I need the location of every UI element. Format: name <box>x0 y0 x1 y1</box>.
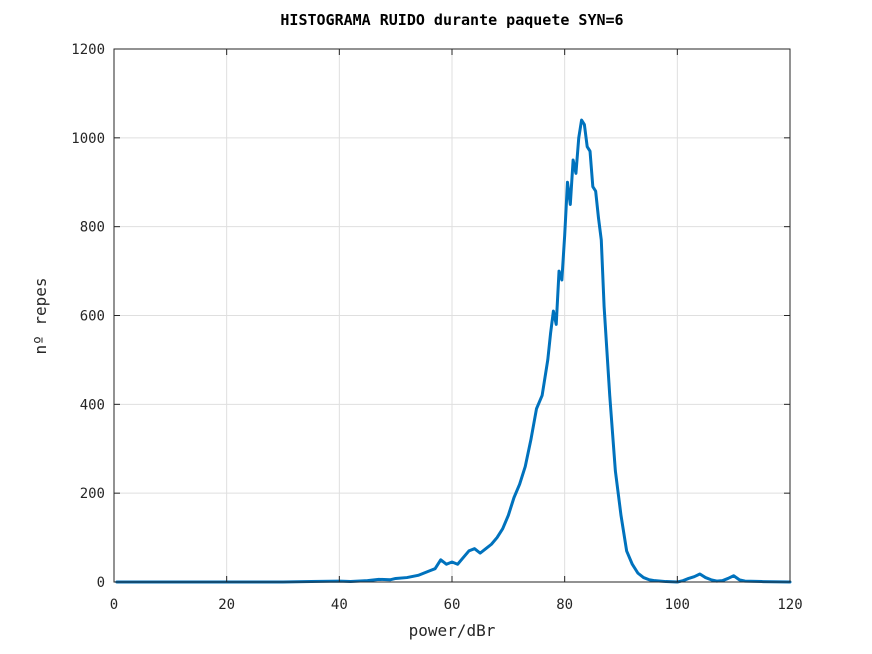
x-tick-label: 60 <box>444 597 461 613</box>
series-line <box>115 118 792 584</box>
x-axis-label: power/dBr <box>409 621 496 640</box>
y-tick-label: 600 <box>80 309 105 325</box>
y-tick-label: 200 <box>80 486 105 502</box>
y-tick-label: 400 <box>80 397 105 413</box>
x-tick-label: 80 <box>556 597 573 613</box>
x-tick-label: 20 <box>218 597 235 613</box>
y-tick-label: 1200 <box>71 42 105 58</box>
chart-title: HISTOGRAMA RUIDO durante paquete SYN=6 <box>280 11 623 29</box>
x-tick-label: 40 <box>331 597 348 613</box>
x-tick-label: 100 <box>665 597 690 613</box>
y-tick-label: 0 <box>97 575 105 591</box>
series-group <box>115 118 792 584</box>
y-axis-label: nº repes <box>31 277 50 354</box>
x-tick-label: 0 <box>110 597 118 613</box>
y-tick-label: 800 <box>80 220 105 236</box>
grid <box>114 49 790 582</box>
x-tick-label: 120 <box>777 597 802 613</box>
y-tick-label: 1000 <box>71 131 105 147</box>
